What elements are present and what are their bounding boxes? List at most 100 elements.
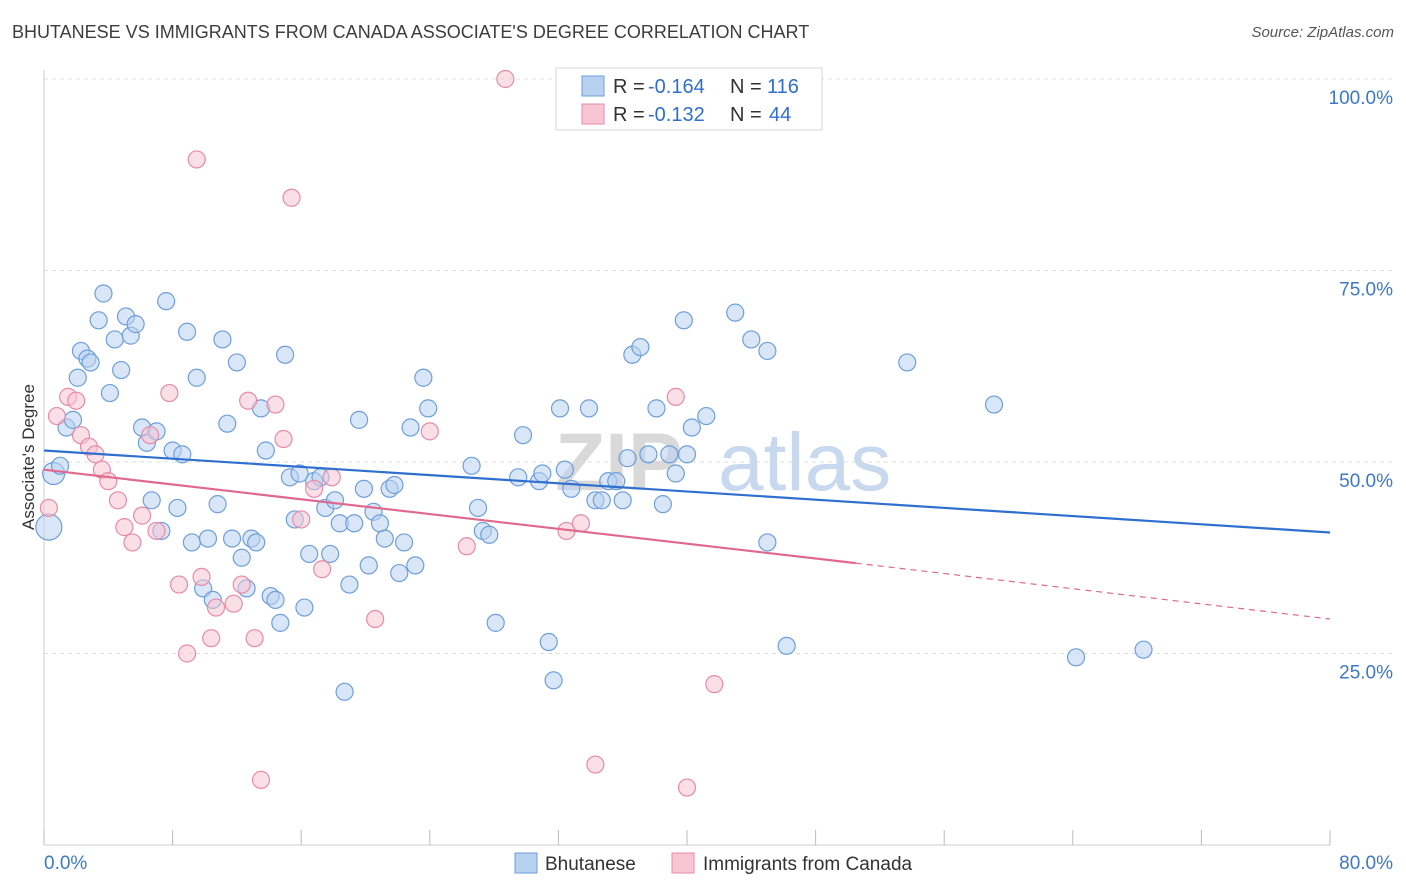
- scatter-point: [666, 387, 685, 406]
- scatter-point: [105, 330, 124, 349]
- scatter-point: [758, 533, 777, 552]
- scatter-point: [571, 514, 591, 533]
- scatter-point: [304, 479, 324, 498]
- scatter-point: [160, 383, 179, 403]
- scatter-point: [390, 563, 409, 583]
- scatter-point: [666, 464, 685, 483]
- bottom-legend-swatch-blue: [514, 852, 538, 874]
- scatter-point: [586, 755, 605, 774]
- scatter-point: [276, 345, 295, 364]
- scatter-point: [677, 778, 697, 797]
- scatter-point: [385, 475, 404, 495]
- scatter-point: [81, 353, 100, 372]
- scatter-point: [232, 548, 251, 567]
- scatter-point: [67, 391, 86, 410]
- scatter-point: [112, 360, 131, 380]
- scatter-point: [898, 353, 917, 372]
- scatter-point: [182, 533, 201, 552]
- scatter-point: [366, 609, 385, 629]
- scatter-point: [177, 644, 197, 663]
- scatter-point: [292, 510, 311, 529]
- scatter-point: [208, 495, 227, 514]
- y-tick-label: 25.0%: [1339, 663, 1393, 684]
- scatter-point: [513, 426, 533, 445]
- scatter-point: [245, 629, 264, 648]
- scatter-point: [126, 315, 145, 334]
- correlation-legend: R = -0.164 N = 116 R = -0.132 N = 44: [555, 67, 823, 131]
- scatter-point: [227, 353, 246, 372]
- scatter-point: [123, 533, 142, 552]
- scatter-point: [742, 330, 761, 349]
- legend-r-label-2: R =: [613, 104, 645, 126]
- scatter-point: [726, 303, 745, 322]
- scatter-point: [187, 150, 206, 169]
- scatter-point: [312, 560, 332, 579]
- scatter-point: [290, 464, 309, 483]
- scatter-point: [539, 632, 558, 652]
- legend-r-value-1: -0.164: [648, 76, 705, 98]
- scatter-point: [457, 537, 476, 556]
- y-axis-label: Associate's Degree: [19, 384, 38, 530]
- scatter-point: [321, 544, 340, 564]
- x-axis-start-label: 0.0%: [44, 853, 87, 874]
- scatter-point: [486, 613, 505, 632]
- scatter-point: [631, 338, 650, 357]
- series-immigrants-from-canada: [39, 69, 724, 797]
- scatter-point: [544, 671, 563, 690]
- scatter-point: [462, 456, 481, 475]
- scatter-point: [300, 544, 319, 564]
- legend-swatch-blue: [581, 75, 605, 97]
- legend-swatch-pink: [581, 103, 605, 125]
- scatter-point: [705, 675, 724, 694]
- scatter-point: [224, 594, 243, 613]
- scatter-point: [232, 575, 251, 594]
- trend-line-immigrants-from-canada: [43, 468, 856, 565]
- scatter-point: [349, 410, 369, 429]
- scatter-point: [271, 613, 290, 632]
- scatter-point: [39, 498, 58, 518]
- bottom-legend-immigrants-from-canada: Immigrants from Canada: [703, 854, 913, 875]
- scatter-point: [618, 449, 637, 468]
- scatter-point: [222, 529, 242, 548]
- legend-n-label-2: N =: [730, 104, 762, 126]
- scatter-point: [177, 322, 197, 341]
- scatter-point: [68, 368, 87, 387]
- scatter-point: [89, 311, 108, 330]
- scatter-point: [354, 479, 373, 498]
- legend-n-value-1: 116: [767, 76, 799, 98]
- y-axis-tick-labels: 100.0% 75.0% 50.0% 25.0%: [1329, 88, 1394, 684]
- scatter-point: [340, 575, 359, 594]
- scatter-point: [579, 399, 599, 418]
- x-axis-ticks: [43, 830, 1331, 845]
- scatter-point: [198, 529, 218, 548]
- scatter-point: [777, 636, 796, 655]
- scatter-point: [140, 426, 160, 445]
- scatter-point: [674, 311, 693, 330]
- scatter-point: [256, 441, 275, 460]
- gridlines: [44, 78, 1395, 654]
- scatter-point: [132, 506, 152, 525]
- y-tick-label: 75.0%: [1339, 280, 1393, 301]
- scatter-point: [1134, 640, 1153, 659]
- scatter-point: [653, 495, 672, 514]
- scatter-point: [394, 533, 414, 552]
- scatter-point: [94, 284, 113, 303]
- scatter-point: [370, 514, 390, 533]
- scatter-point: [295, 598, 314, 617]
- scatter-point: [108, 491, 128, 510]
- scatter-point: [414, 368, 433, 387]
- scatter-point: [157, 292, 176, 311]
- scatter-point: [677, 445, 697, 464]
- scatter-point: [758, 341, 777, 361]
- scatter-point: [115, 518, 134, 537]
- scatter-point: [325, 491, 345, 510]
- scatter-point: [266, 395, 285, 414]
- scatter-point: [592, 491, 611, 510]
- trend-lines: [43, 449, 1331, 620]
- scatter-point: [206, 598, 226, 617]
- scatter-point: [1066, 648, 1086, 667]
- scatter-point: [496, 69, 515, 89]
- scatter-point: [375, 529, 394, 548]
- scatter-point: [218, 414, 237, 433]
- scatter-point: [550, 399, 570, 418]
